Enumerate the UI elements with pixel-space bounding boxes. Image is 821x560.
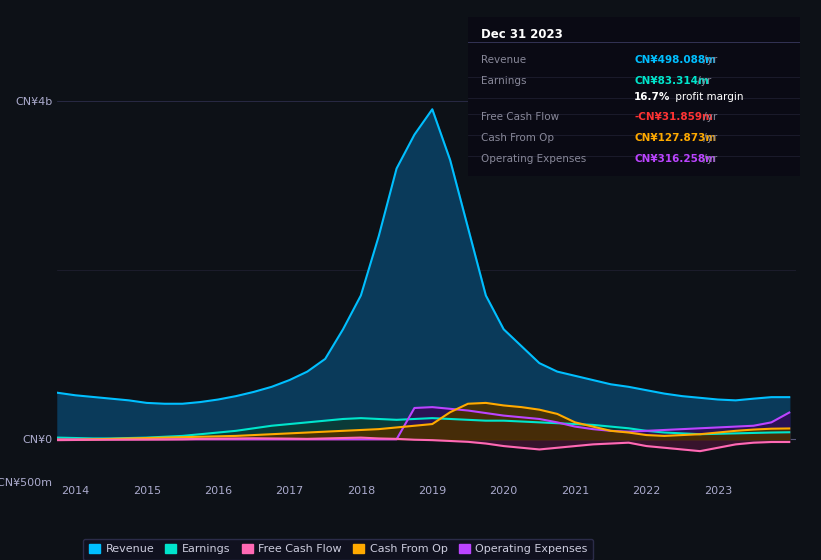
Text: Operating Expenses: Operating Expenses bbox=[481, 154, 586, 164]
Legend: Revenue, Earnings, Free Cash Flow, Cash From Op, Operating Expenses: Revenue, Earnings, Free Cash Flow, Cash … bbox=[83, 539, 594, 560]
Text: /yr: /yr bbox=[694, 76, 711, 86]
Text: profit margin: profit margin bbox=[672, 92, 744, 101]
Text: Dec 31 2023: Dec 31 2023 bbox=[481, 28, 563, 41]
Text: /yr: /yr bbox=[700, 154, 718, 164]
Text: /yr: /yr bbox=[700, 55, 718, 65]
Text: /yr: /yr bbox=[700, 133, 718, 143]
Text: Free Cash Flow: Free Cash Flow bbox=[481, 113, 559, 122]
Text: Cash From Op: Cash From Op bbox=[481, 133, 554, 143]
Text: -CN¥31.859m: -CN¥31.859m bbox=[635, 113, 713, 122]
Text: CN¥83.314m: CN¥83.314m bbox=[635, 76, 709, 86]
Text: CN¥498.088m: CN¥498.088m bbox=[635, 55, 716, 65]
Text: Revenue: Revenue bbox=[481, 55, 526, 65]
Text: /yr: /yr bbox=[700, 113, 718, 122]
Text: Earnings: Earnings bbox=[481, 76, 527, 86]
Text: CN¥316.258m: CN¥316.258m bbox=[635, 154, 716, 164]
Text: 16.7%: 16.7% bbox=[635, 92, 671, 101]
Text: CN¥127.873m: CN¥127.873m bbox=[635, 133, 717, 143]
